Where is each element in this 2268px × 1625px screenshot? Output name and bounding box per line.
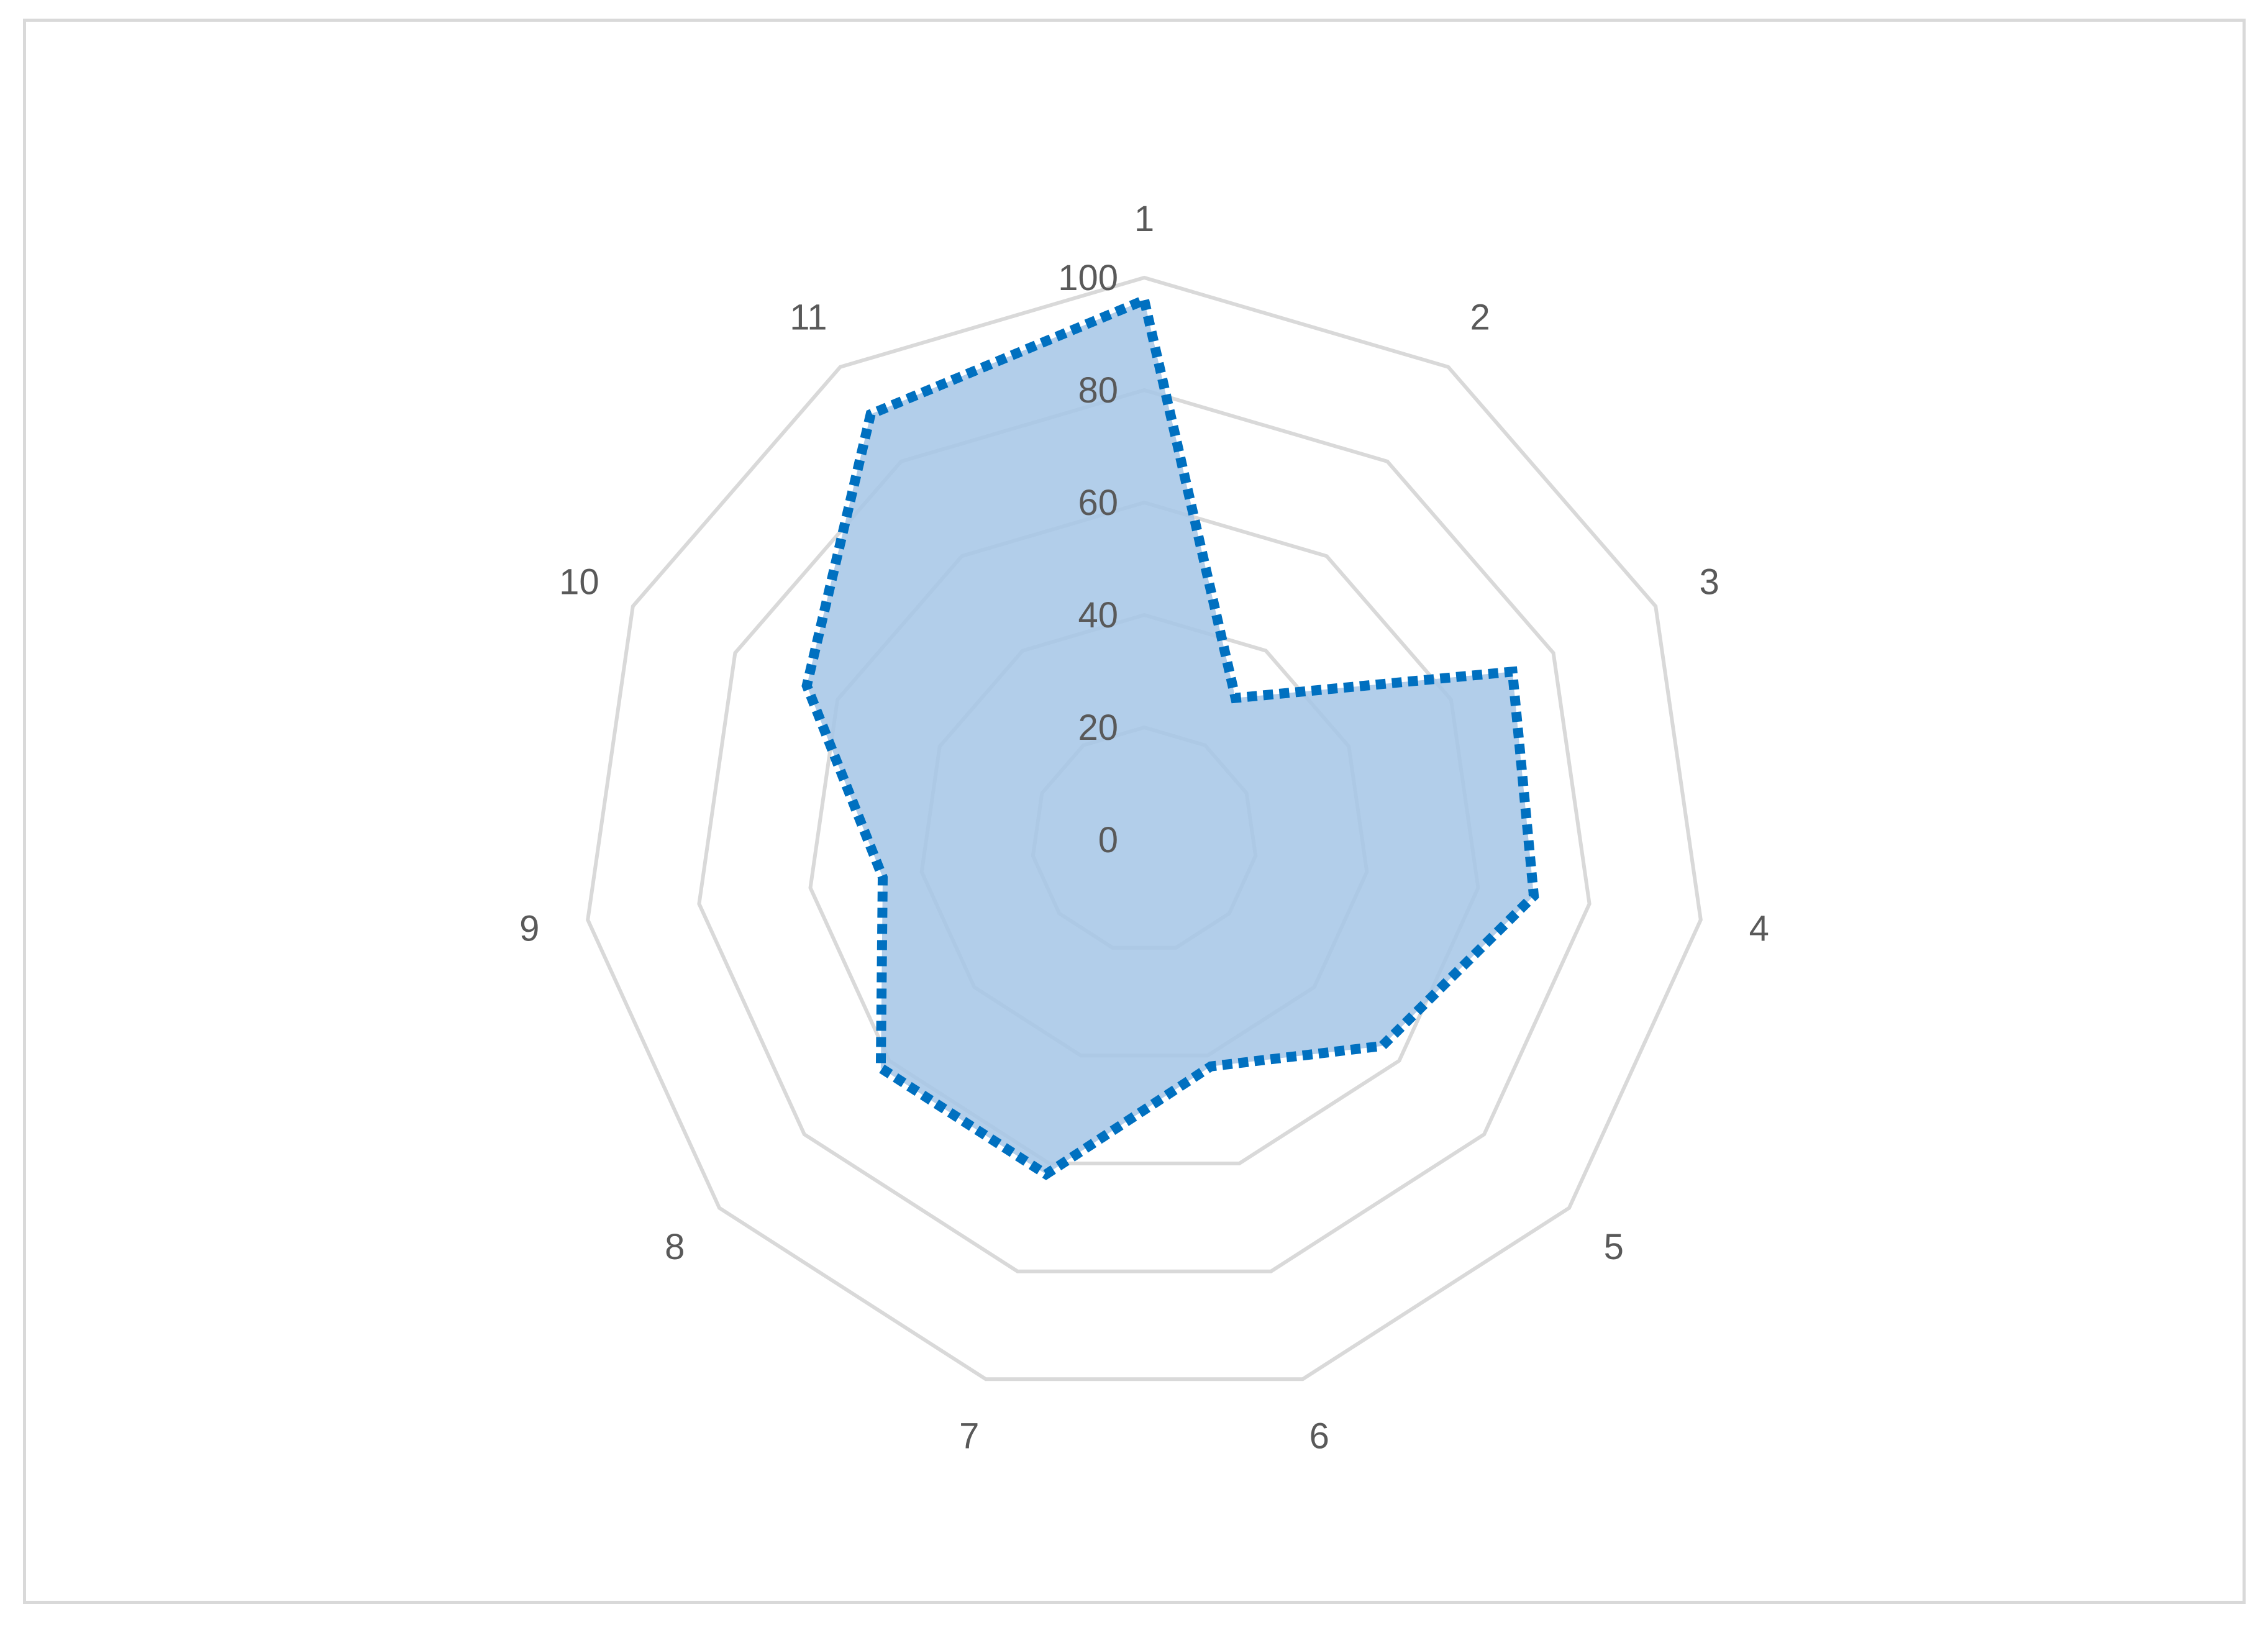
axis-label-1: 1 — [1134, 199, 1154, 239]
axis-label-5: 5 — [1604, 1227, 1624, 1267]
axis-label-3: 3 — [1699, 562, 1719, 603]
tick-label-20: 20 — [1078, 708, 1118, 748]
series-area-0 — [801, 293, 1539, 1180]
tick-label-100: 100 — [1058, 258, 1118, 298]
axis-label-7: 7 — [959, 1416, 979, 1457]
axis-label-2: 2 — [1470, 298, 1490, 338]
tick-label-60: 60 — [1078, 483, 1118, 523]
grid-ring-80 — [697, 388, 1592, 1273]
radial-tick-labels: 0 20 40 60 80 100 — [1058, 258, 1118, 860]
axis-label-9: 9 — [519, 908, 539, 949]
tick-label-40: 40 — [1078, 595, 1118, 635]
axis-label-4: 4 — [1749, 908, 1769, 949]
axis-label-11: 11 — [790, 298, 827, 338]
tick-label-0: 0 — [1098, 820, 1118, 860]
tick-label-80: 80 — [1078, 370, 1118, 411]
axis-label-10: 10 — [559, 562, 599, 603]
grid-ring-100 — [586, 275, 1703, 1381]
axis-label-8: 8 — [665, 1227, 685, 1267]
axis-label-6: 6 — [1309, 1416, 1329, 1457]
radar-series-layer — [801, 293, 1539, 1180]
category-axis-labels: 1 2 3 4 5 6 7 8 9 10 11 — [519, 199, 1769, 1457]
